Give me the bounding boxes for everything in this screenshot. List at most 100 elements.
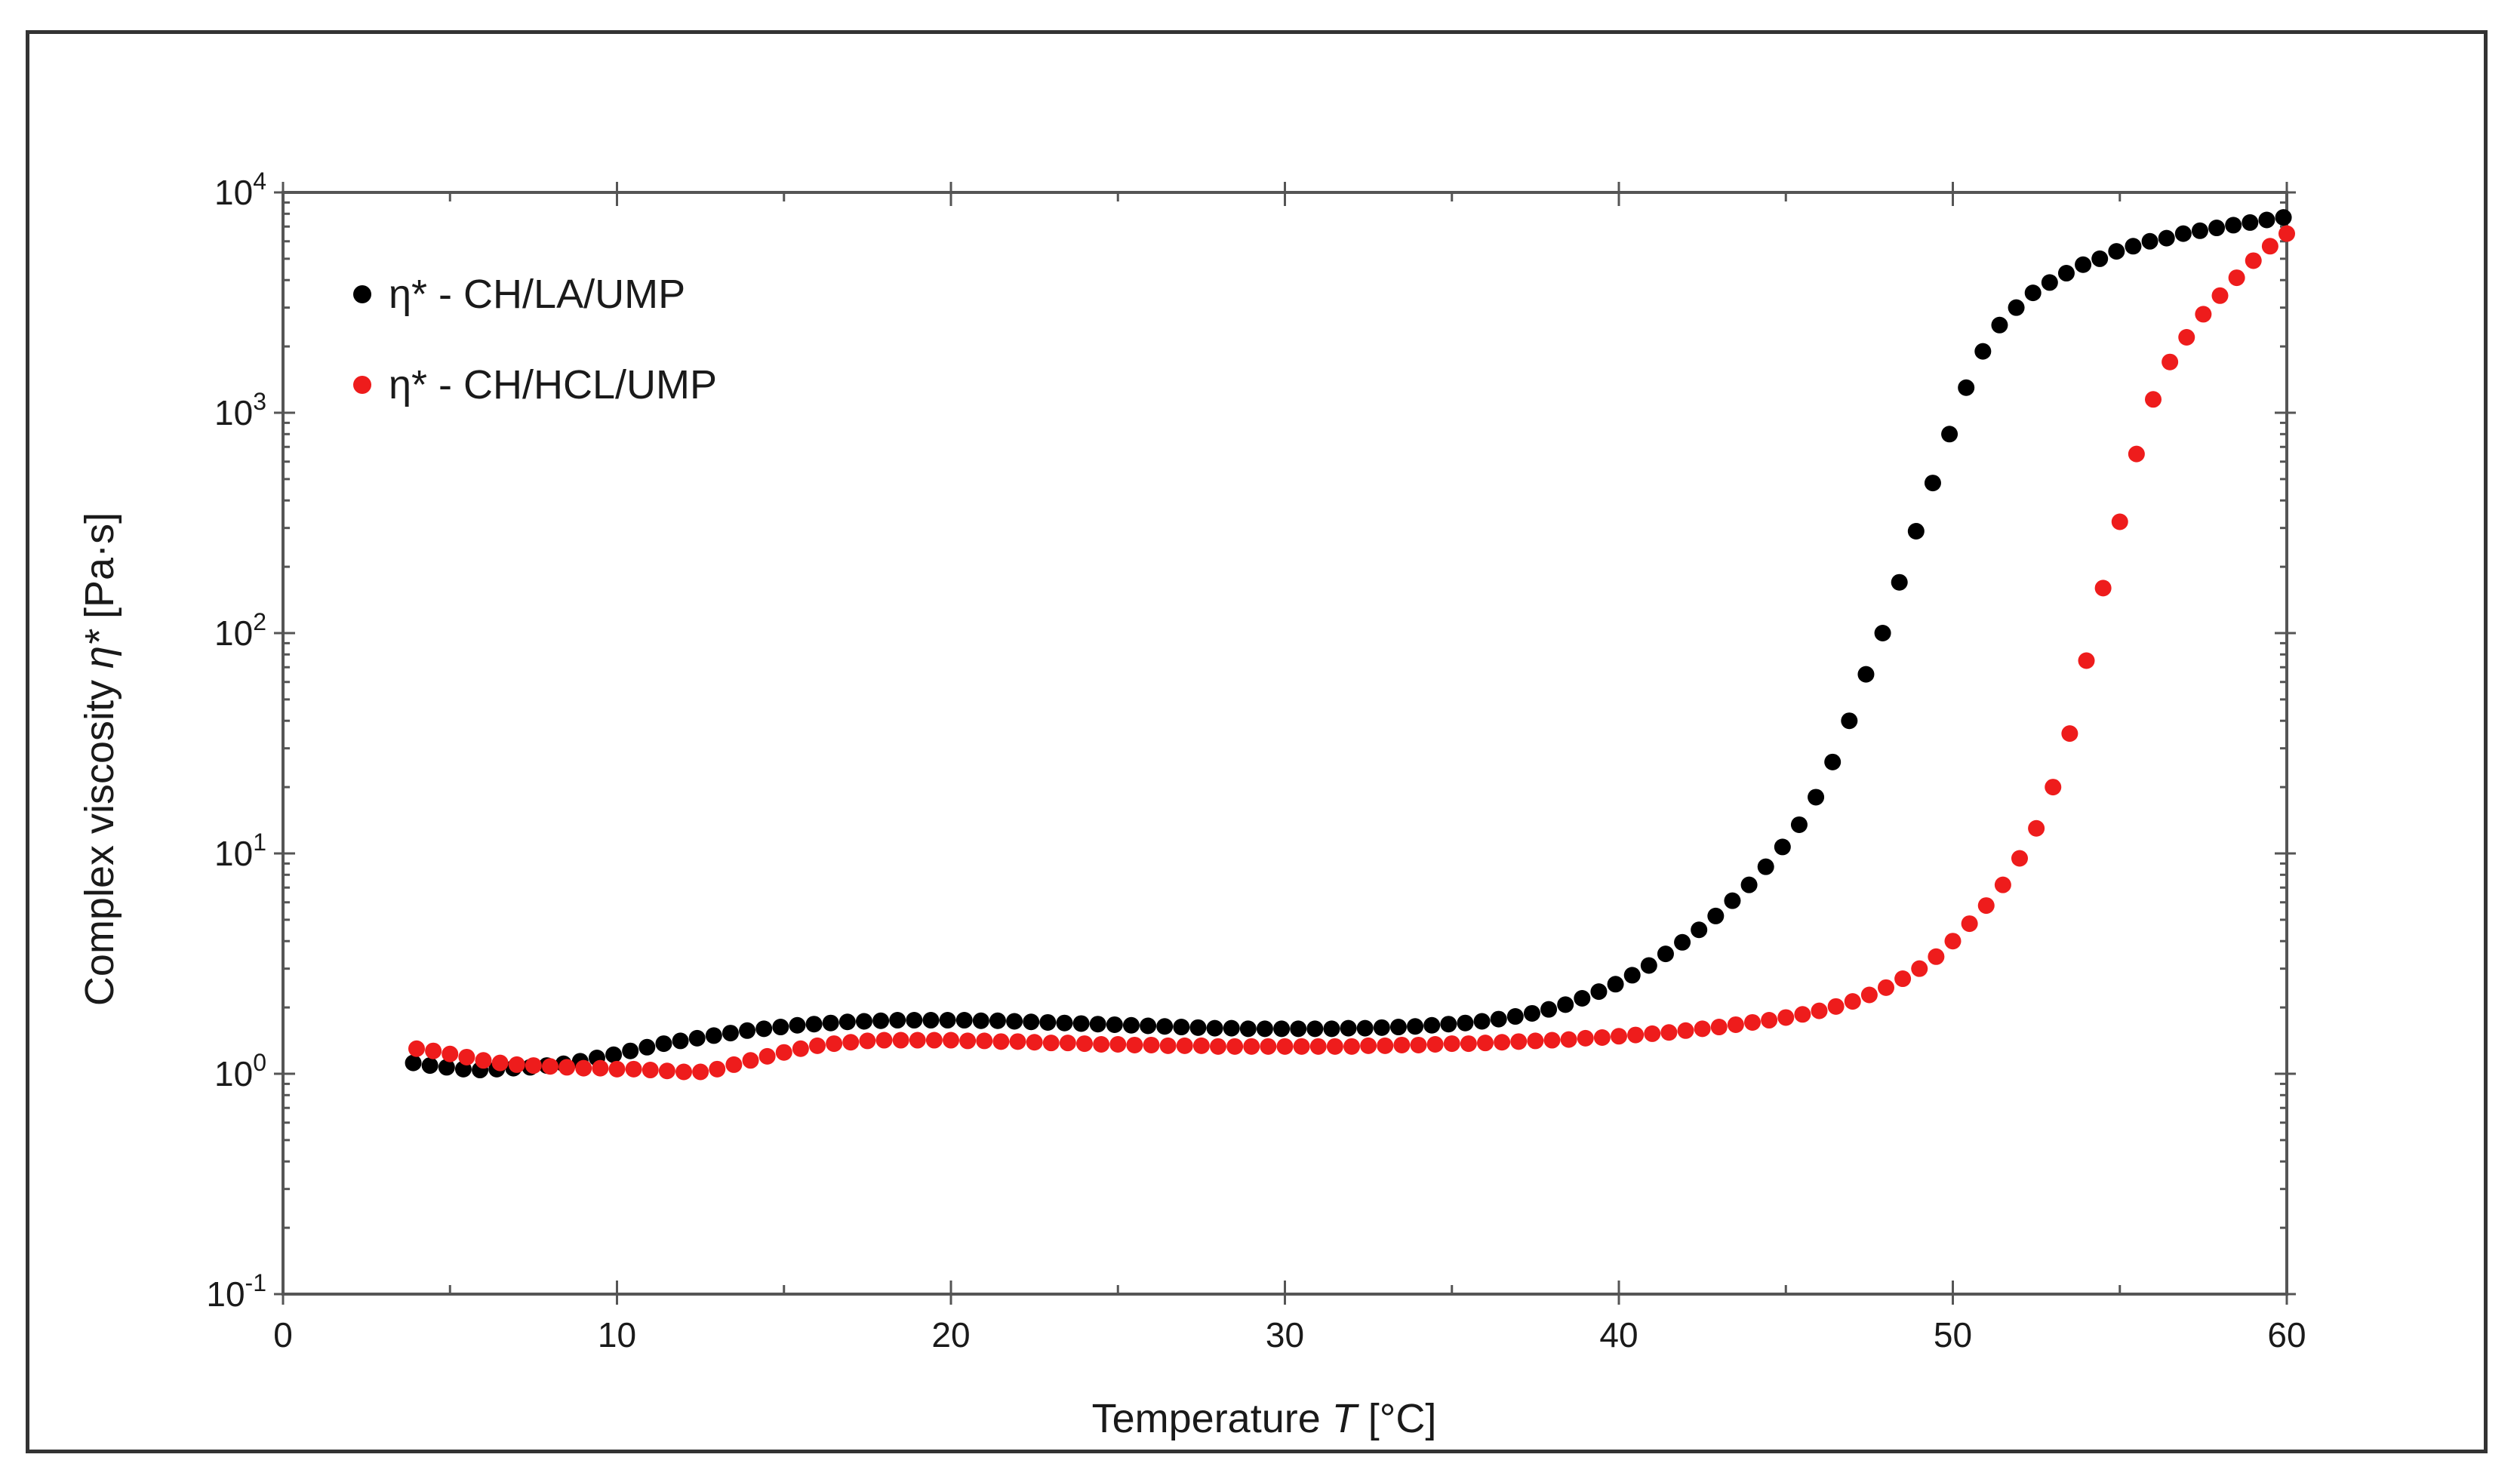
data-point [1510, 1033, 1528, 1050]
data-point [1557, 996, 1574, 1013]
data-point [1691, 921, 1708, 939]
legend-marker-ch-la-ump [353, 285, 371, 303]
data-point [2278, 225, 2295, 242]
data-point [1306, 1020, 1324, 1038]
data-point [2108, 243, 2125, 260]
data-point [705, 1027, 722, 1044]
data-point [1677, 1022, 1694, 1039]
data-point [2228, 269, 2245, 287]
data-point [1176, 1037, 1193, 1054]
data-point [1189, 1019, 1207, 1036]
data-point [1577, 1029, 1594, 1047]
data-point [2045, 779, 2062, 796]
data-point [1974, 343, 1992, 360]
data-point [875, 1032, 893, 1049]
data-point [1660, 1024, 1678, 1041]
data-point [2208, 220, 2226, 237]
data-point [1290, 1020, 1307, 1038]
data-point [1239, 1020, 1257, 1038]
data-point [1260, 1038, 1277, 1055]
data-point [1009, 1033, 1026, 1050]
data-point [1326, 1038, 1343, 1055]
data-point [859, 1032, 876, 1050]
data-point [1761, 1012, 1778, 1029]
y-tick-label: 100 [214, 1049, 266, 1093]
data-point [1173, 1019, 1190, 1036]
data-point [772, 1019, 789, 1036]
data-point [1894, 970, 1912, 988]
series-1 [408, 225, 2295, 1081]
data-point [2024, 284, 2042, 302]
data-point [1343, 1038, 1360, 1055]
data-point [1373, 1019, 1390, 1036]
data-point [688, 1029, 706, 1047]
data-point [1944, 933, 1962, 950]
data-point [1977, 897, 1995, 915]
data-point [1991, 316, 2008, 334]
data-point [1140, 1017, 1157, 1035]
data-point [1543, 1032, 1561, 1049]
data-point [638, 1038, 656, 1056]
data-point [1360, 1037, 1377, 1054]
data-point [1961, 915, 1978, 933]
data-point [1911, 960, 1928, 977]
x-axis-title: Temperature T [°C] [1092, 1396, 1437, 1441]
data-point [2078, 652, 2095, 669]
data-point [672, 1032, 689, 1050]
data-point [1611, 1028, 1627, 1045]
data-point [625, 1060, 642, 1078]
data-point [1907, 522, 1925, 540]
y-tick-label: 102 [214, 608, 266, 653]
data-point [1457, 1014, 1474, 1032]
data-point [758, 1047, 776, 1065]
data-point [1056, 1014, 1073, 1032]
data-point [458, 1048, 475, 1065]
data-point [1340, 1019, 1357, 1037]
data-point [1707, 907, 1725, 924]
data-point [1777, 1009, 1795, 1026]
data-point [655, 1035, 672, 1053]
data-point [972, 1012, 989, 1029]
y-tick-label: 10-1 [206, 1269, 266, 1314]
data-point [1276, 1038, 1294, 1055]
data-point [2178, 329, 2195, 346]
data-point [1794, 1006, 1811, 1023]
data-point [2057, 265, 2075, 282]
data-point [1490, 1010, 1507, 1028]
data-point [739, 1022, 756, 1039]
data-point [1023, 1013, 1040, 1031]
data-point [1924, 475, 1941, 492]
data-point [2075, 256, 2092, 273]
data-point [1477, 1035, 1494, 1052]
y-tick-label: 103 [214, 388, 266, 432]
data-point [722, 1025, 739, 1042]
y-axis-title: Complex viscosity η* [Pa·s] [77, 512, 122, 1006]
data-point [1106, 1016, 1123, 1033]
data-point [906, 1012, 923, 1029]
data-point [1827, 998, 1845, 1015]
data-point [1494, 1034, 1511, 1051]
data-point [855, 1013, 872, 1030]
data-point [709, 1060, 726, 1078]
data-point [725, 1056, 743, 1073]
data-point [1560, 1031, 1577, 1048]
data-point [1874, 625, 1891, 641]
data-point [1857, 666, 1875, 683]
data-point [1309, 1038, 1327, 1055]
data-point [675, 1063, 692, 1081]
data-point [959, 1032, 977, 1050]
data-point [1860, 986, 1878, 1004]
data-point [976, 1032, 993, 1050]
x-tick-label: 60 [2267, 1315, 2306, 1354]
data-point [2091, 250, 2109, 267]
data-point [2162, 353, 2179, 370]
axis-ticks [274, 182, 2296, 1305]
data-point [2242, 214, 2259, 231]
data-point [1223, 1019, 1240, 1037]
data-point [1744, 1013, 1761, 1031]
data-point [1593, 1029, 1611, 1047]
data-point [1527, 1032, 1544, 1050]
data-point [1878, 979, 1894, 996]
data-point [525, 1057, 542, 1075]
data-point [1293, 1038, 1310, 1055]
